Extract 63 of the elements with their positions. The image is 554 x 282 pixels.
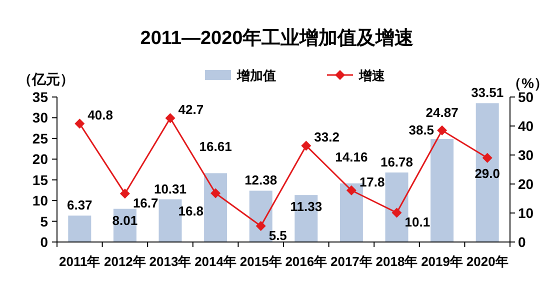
point — [120, 188, 130, 199]
x-tick-label: 2017年 — [330, 254, 372, 269]
data-label: 5.5 — [268, 228, 287, 244]
data-label: 10.31 — [154, 181, 187, 196]
data-label: 6.37 — [66, 198, 92, 213]
point — [210, 188, 221, 198]
y-axis-title: （亿元） — [18, 71, 74, 87]
x-tick-label: 2016年 — [285, 254, 328, 269]
bar — [430, 138, 454, 242]
point — [482, 152, 492, 163]
point — [301, 140, 312, 151]
y-tick-label: 30 — [32, 110, 48, 126]
data-label: 29.0 — [474, 166, 500, 181]
y2-tick-label: 20 — [518, 176, 534, 192]
x-tick-label: 2013年 — [149, 254, 192, 269]
x-tick-label: 2015年 — [240, 254, 282, 269]
y-tick-label: 35 — [32, 89, 48, 105]
y2-tick-label: 0 — [518, 234, 526, 250]
bar — [476, 103, 499, 242]
y-tick-label: 0 — [40, 234, 48, 250]
x-tick-label: 2018年 — [376, 254, 418, 269]
point — [346, 185, 356, 196]
data-label: 16.8 — [178, 203, 204, 218]
data-label: 11.33 — [290, 199, 322, 214]
x-tick-label: 2020年 — [466, 254, 508, 269]
y2-tick-label: 10 — [518, 205, 534, 221]
data-label: 16.61 — [199, 139, 232, 154]
data-label: 33.2 — [314, 130, 340, 145]
point — [256, 221, 266, 232]
data-label: 38.5 — [408, 122, 434, 138]
data-label: 12.38 — [244, 172, 278, 188]
y-tick-label: 15 — [32, 172, 48, 188]
data-label: 8.01 — [112, 212, 138, 228]
x-tick-label: 2012年 — [104, 254, 146, 269]
data-label: 33.51 — [471, 85, 504, 100]
data-label: 17.8 — [359, 174, 385, 190]
x-tick-label: 2011年 — [59, 254, 100, 269]
data-label: 42.7 — [178, 102, 204, 118]
legend-label: 增速 — [358, 68, 386, 83]
data-label: 16.7 — [132, 196, 158, 211]
bar — [204, 173, 228, 242]
y2-tick-label: 40 — [518, 118, 534, 134]
y-tick-label: 5 — [40, 213, 48, 230]
data-label: 10.1 — [404, 214, 430, 230]
x-tick-label: 2014年 — [194, 254, 237, 269]
y-tick-label: 25 — [32, 130, 48, 146]
y2-tick-label: 50 — [518, 89, 534, 105]
point — [437, 125, 448, 136]
bar — [68, 216, 92, 242]
y-tick-label: 20 — [32, 151, 48, 168]
x-tick-label: 2019年 — [421, 254, 464, 269]
point — [165, 113, 176, 124]
y2-axis-title: （%） — [508, 75, 548, 91]
legend-label: 增加值 — [236, 68, 276, 83]
data-label: 14.16 — [335, 149, 368, 164]
y2-tick-label: 30 — [518, 147, 534, 163]
data-label: 24.87 — [426, 104, 458, 120]
data-label: 16.78 — [380, 154, 414, 170]
data-label: 40.8 — [88, 108, 113, 123]
y-tick-label: 10 — [32, 192, 48, 209]
point — [74, 118, 85, 129]
chart-title: 2011—2020年工业增加值及增速 — [140, 27, 414, 49]
point — [392, 208, 402, 218]
